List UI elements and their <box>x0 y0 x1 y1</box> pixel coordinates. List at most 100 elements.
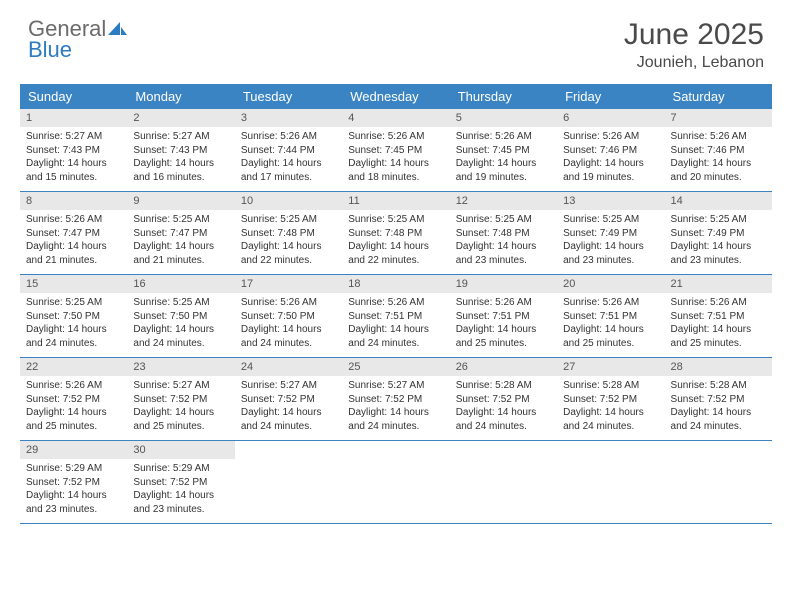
sunrise-line: Sunrise: 5:26 AM <box>241 130 336 144</box>
sunset-line: Sunset: 7:52 PM <box>563 393 658 407</box>
daylight-line: Daylight: 14 hours and 24 minutes. <box>133 323 228 350</box>
day-body: Sunrise: 5:26 AMSunset: 7:50 PMDaylight:… <box>235 293 342 354</box>
day-body: Sunrise: 5:26 AMSunset: 7:51 PMDaylight:… <box>665 293 772 354</box>
day-number: 10 <box>235 192 342 210</box>
day-cell <box>450 441 557 523</box>
day-cell: 16Sunrise: 5:25 AMSunset: 7:50 PMDayligh… <box>127 275 234 357</box>
week-row: 22 Sunrise: 5:26 AM Sunset: 7:52 PM Dayligh… <box>20 358 772 441</box>
day-cell: 24Sunrise: 5:27 AMSunset: 7:52 PMDayligh… <box>235 358 342 440</box>
day-number: 11 <box>342 192 449 210</box>
sunset-line: Sunset: 7:52 PM <box>348 393 443 407</box>
daylight-line: Daylight: 14 hours and 25 minutes. <box>133 406 228 433</box>
daylight-line: Daylight: 14 hours and 24 minutes. <box>671 406 766 433</box>
month-title: June 2025 <box>624 18 764 52</box>
day-number: 9 <box>127 192 234 210</box>
day-header: Saturday <box>665 84 772 109</box>
daylight-line: Daylight: 14 hours and 21 minutes. <box>26 240 121 267</box>
day-number: 24 <box>235 358 342 376</box>
day-number: 26 <box>450 358 557 376</box>
sunset-line: Sunset: 7:47 PM <box>133 227 228 241</box>
sunset-line: Sunset: 7:49 PM <box>671 227 766 241</box>
sunset-line: Sunset: 7:45 PM <box>456 144 551 158</box>
day-cell: 20Sunrise: 5:26 AMSunset: 7:51 PMDayligh… <box>557 275 664 357</box>
day-headers-row: SundayMondayTuesdayWednesdayThursdayFrid… <box>20 84 772 109</box>
sunrise-line: Sunrise: 5:25 AM <box>348 213 443 227</box>
day-header: Monday <box>127 84 234 109</box>
day-body: Sunrise: 5:27 AMSunset: 7:52 PMDaylight:… <box>127 376 234 437</box>
day-body: Sunrise: 5:25 AMSunset: 7:50 PMDaylight:… <box>20 293 127 354</box>
day-number: 18 <box>342 275 449 293</box>
daylight-line: Daylight: 14 hours and 19 minutes. <box>563 157 658 184</box>
sunrise-line: Sunrise: 5:27 AM <box>133 130 228 144</box>
location: Jounieh, Lebanon <box>624 54 764 72</box>
day-body: Sunrise: 5:25 AMSunset: 7:49 PMDaylight:… <box>557 210 664 271</box>
daylight-line: Daylight: 14 hours and 20 minutes. <box>671 157 766 184</box>
day-number: 16 <box>127 275 234 293</box>
day-number: 7 <box>665 109 772 127</box>
day-cell <box>665 441 772 523</box>
day-number: 14 <box>665 192 772 210</box>
day-body: Sunrise: 5:26 AMSunset: 7:46 PMDaylight:… <box>665 127 772 188</box>
sunset-line: Sunset: 7:48 PM <box>241 227 336 241</box>
day-cell: 19Sunrise: 5:26 AMSunset: 7:51 PMDayligh… <box>450 275 557 357</box>
day-body: Sunrise: 5:26 AMSunset: 7:46 PMDaylight:… <box>557 127 664 188</box>
day-body: Sunrise: 5:26 AMSunset: 7:47 PMDaylight:… <box>20 210 127 271</box>
day-body: Sunrise: 5:27 AMSunset: 7:43 PMDaylight:… <box>20 127 127 188</box>
sunrise-line: Sunrise: 5:26 AM <box>26 379 121 393</box>
day-body: Sunrise: 5:26 AMSunset: 7:45 PMDaylight:… <box>342 127 449 188</box>
sunrise-line: Sunrise: 5:25 AM <box>26 296 121 310</box>
week-row: 1Sunrise: 5:27 AMSunset: 7:43 PMDaylight… <box>20 109 772 192</box>
day-cell: 1Sunrise: 5:27 AMSunset: 7:43 PMDaylight… <box>20 109 127 191</box>
day-number: 22 <box>20 358 127 376</box>
day-number: 15 <box>20 275 127 293</box>
day-cell: 8Sunrise: 5:26 AMSunset: 7:47 PMDaylight… <box>20 192 127 274</box>
sunset-line: Sunset: 7:52 PM <box>133 476 228 490</box>
day-header: Tuesday <box>235 84 342 109</box>
day-number: 30 <box>127 441 234 459</box>
day-body: Sunrise: 5:25 AMSunset: 7:47 PMDaylight:… <box>127 210 234 271</box>
day-number: 1 <box>20 109 127 127</box>
day-body: Sunrise: 5:26 AMSunset: 7:51 PMDaylight:… <box>557 293 664 354</box>
day-body: Sunrise: 5:27 AMSunset: 7:43 PMDaylight:… <box>127 127 234 188</box>
sunrise-line: Sunrise: 5:29 AM <box>133 462 228 476</box>
day-number: 17 <box>235 275 342 293</box>
daylight-line: Daylight: 14 hours and 22 minutes. <box>241 240 336 267</box>
week-row: 29Sunrise: 5:29 AMSunset: 7:52 PMDayligh… <box>20 441 772 524</box>
daylight-line: Daylight: 14 hours and 23 minutes. <box>26 489 121 516</box>
sunset-line: Sunset: 7:45 PM <box>348 144 443 158</box>
sunset-line: Sunset: 7:49 PM <box>563 227 658 241</box>
title-block: June 2025 Jounieh, Lebanon <box>624 18 764 72</box>
sunset-line: Sunset: 7:52 PM <box>26 476 121 490</box>
day-body: Sunrise: 5:28 AMSunset: 7:52 PMDaylight:… <box>450 376 557 437</box>
day-header: Thursday <box>450 84 557 109</box>
sunset-line: Sunset: 7:46 PM <box>563 144 658 158</box>
day-cell: 28Sunrise: 5:28 AMSunset: 7:52 PMDayligh… <box>665 358 772 440</box>
sunset-line: Sunset: 7:48 PM <box>348 227 443 241</box>
logo-sail-icon <box>108 20 128 41</box>
day-cell: 5Sunrise: 5:26 AMSunset: 7:45 PMDaylight… <box>450 109 557 191</box>
daylight-line: Daylight: 14 hours and 23 minutes. <box>671 240 766 267</box>
sunrise-line: Sunrise: 5:29 AM <box>26 462 121 476</box>
sunrise-line: Sunrise: 5:25 AM <box>671 213 766 227</box>
day-body: Sunrise: 5:28 AMSunset: 7:52 PMDaylight:… <box>557 376 664 437</box>
day-body: Sunrise: 5:26 AMSunset: 7:51 PMDaylight:… <box>342 293 449 354</box>
day-body: Sunrise: 5:26 AMSunset: 7:44 PMDaylight:… <box>235 127 342 188</box>
daylight-line: Daylight: 14 hours and 21 minutes. <box>133 240 228 267</box>
day-cell <box>557 441 664 523</box>
day-cell: 27Sunrise: 5:28 AMSunset: 7:52 PMDayligh… <box>557 358 664 440</box>
sunset-line: Sunset: 7:43 PM <box>26 144 121 158</box>
day-number: 20 <box>557 275 664 293</box>
daylight-line: Daylight: 14 hours and 25 minutes. <box>563 323 658 350</box>
day-cell: 7Sunrise: 5:26 AMSunset: 7:46 PMDaylight… <box>665 109 772 191</box>
day-number: 3 <box>235 109 342 127</box>
day-header: Friday <box>557 84 664 109</box>
sunset-line: Sunset: 7:51 PM <box>671 310 766 324</box>
day-number: 6 <box>557 109 664 127</box>
day-body: Sunrise: 5:25 AMSunset: 7:48 PMDaylight:… <box>450 210 557 271</box>
daylight-line: Daylight: 14 hours and 24 minutes. <box>348 323 443 350</box>
sunrise-line: Sunrise: 5:26 AM <box>241 296 336 310</box>
sunrise-line: Sunrise: 5:25 AM <box>133 213 228 227</box>
daylight-line: Daylight: 14 hours and 24 minutes. <box>241 406 336 433</box>
day-cell: 25Sunrise: 5:27 AMSunset: 7:52 PMDayligh… <box>342 358 449 440</box>
day-cell <box>342 441 449 523</box>
